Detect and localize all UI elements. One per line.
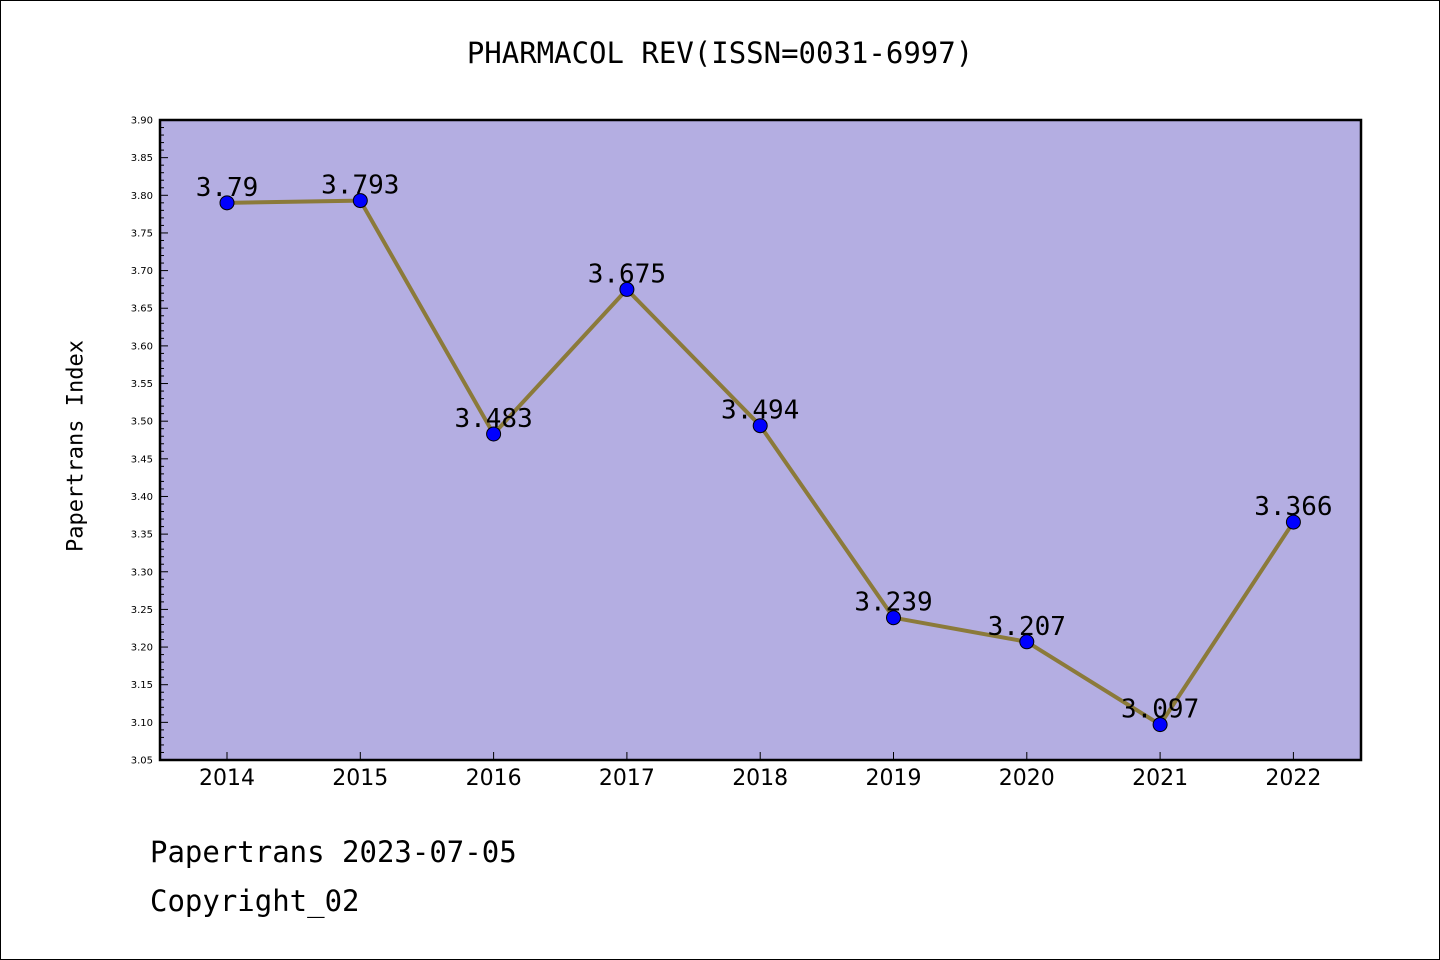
- footer-date: Papertrans 2023-07-05: [150, 835, 517, 869]
- chart-title: PHARMACOL REV(ISSN=0031-6997): [466, 36, 974, 70]
- data-label: 3.494: [721, 396, 799, 426]
- data-point: [619, 281, 635, 297]
- y-tick-label: 3.80: [131, 191, 153, 202]
- y-tick-label: 3.25: [131, 605, 153, 616]
- plot-border: [158, 118, 1363, 762]
- data-label: 3.483: [454, 404, 532, 434]
- data-point: [352, 193, 368, 209]
- data-label: 3.097: [1121, 695, 1199, 725]
- y-tick-label: 3.15: [131, 680, 153, 691]
- x-tick-label: 2015: [332, 766, 388, 791]
- x-tick-label: 2020: [999, 766, 1055, 791]
- data-point: [1019, 634, 1035, 650]
- x-tick-label: 2017: [599, 766, 655, 791]
- footer-copyright: Copyright_02: [150, 884, 360, 918]
- data-point: [486, 426, 502, 442]
- x-tick-label: 2022: [1265, 766, 1321, 791]
- data-label: 3.239: [854, 588, 932, 618]
- data-point: [1152, 717, 1168, 733]
- x-tick-label: 2019: [866, 766, 922, 791]
- y-tick-label: 3.20: [131, 643, 153, 654]
- y-tick-label: 3.50: [131, 417, 153, 428]
- data-point: [886, 610, 901, 626]
- y-tick-label: 3.60: [131, 341, 153, 352]
- y-tick-label: 3.30: [131, 567, 153, 578]
- data-label: 3.79: [196, 173, 259, 203]
- y-tick-label: 3.85: [131, 153, 153, 164]
- data-label: 3.207: [988, 612, 1066, 642]
- data-label: 3.675: [588, 259, 666, 289]
- y-tick-label: 3.90: [131, 116, 153, 127]
- y-tick-label: 3.45: [131, 454, 153, 465]
- data-label: 3.793: [321, 171, 399, 201]
- plot-area: [160, 120, 1361, 760]
- x-tick-label: 2021: [1132, 766, 1188, 791]
- data-point: [219, 195, 235, 211]
- y-tick-label: 3.65: [131, 304, 153, 315]
- y-tick-label: 3.55: [131, 379, 153, 390]
- y-tick-label: 3.05: [131, 756, 153, 767]
- y-tick-label: 3.75: [131, 228, 153, 239]
- y-tick-label: 3.10: [131, 718, 153, 729]
- x-tick-label: 2016: [466, 766, 522, 791]
- data-point: [1285, 514, 1301, 530]
- x-tick-label: 2018: [732, 766, 788, 791]
- y-tick-label: 3.35: [131, 530, 153, 541]
- data-label: 3.366: [1254, 492, 1332, 522]
- data-point: [752, 418, 768, 434]
- x-tick-label: 2014: [199, 766, 255, 791]
- y-tick-label: 3.40: [131, 492, 153, 503]
- y-tick-label: 3.70: [131, 266, 153, 277]
